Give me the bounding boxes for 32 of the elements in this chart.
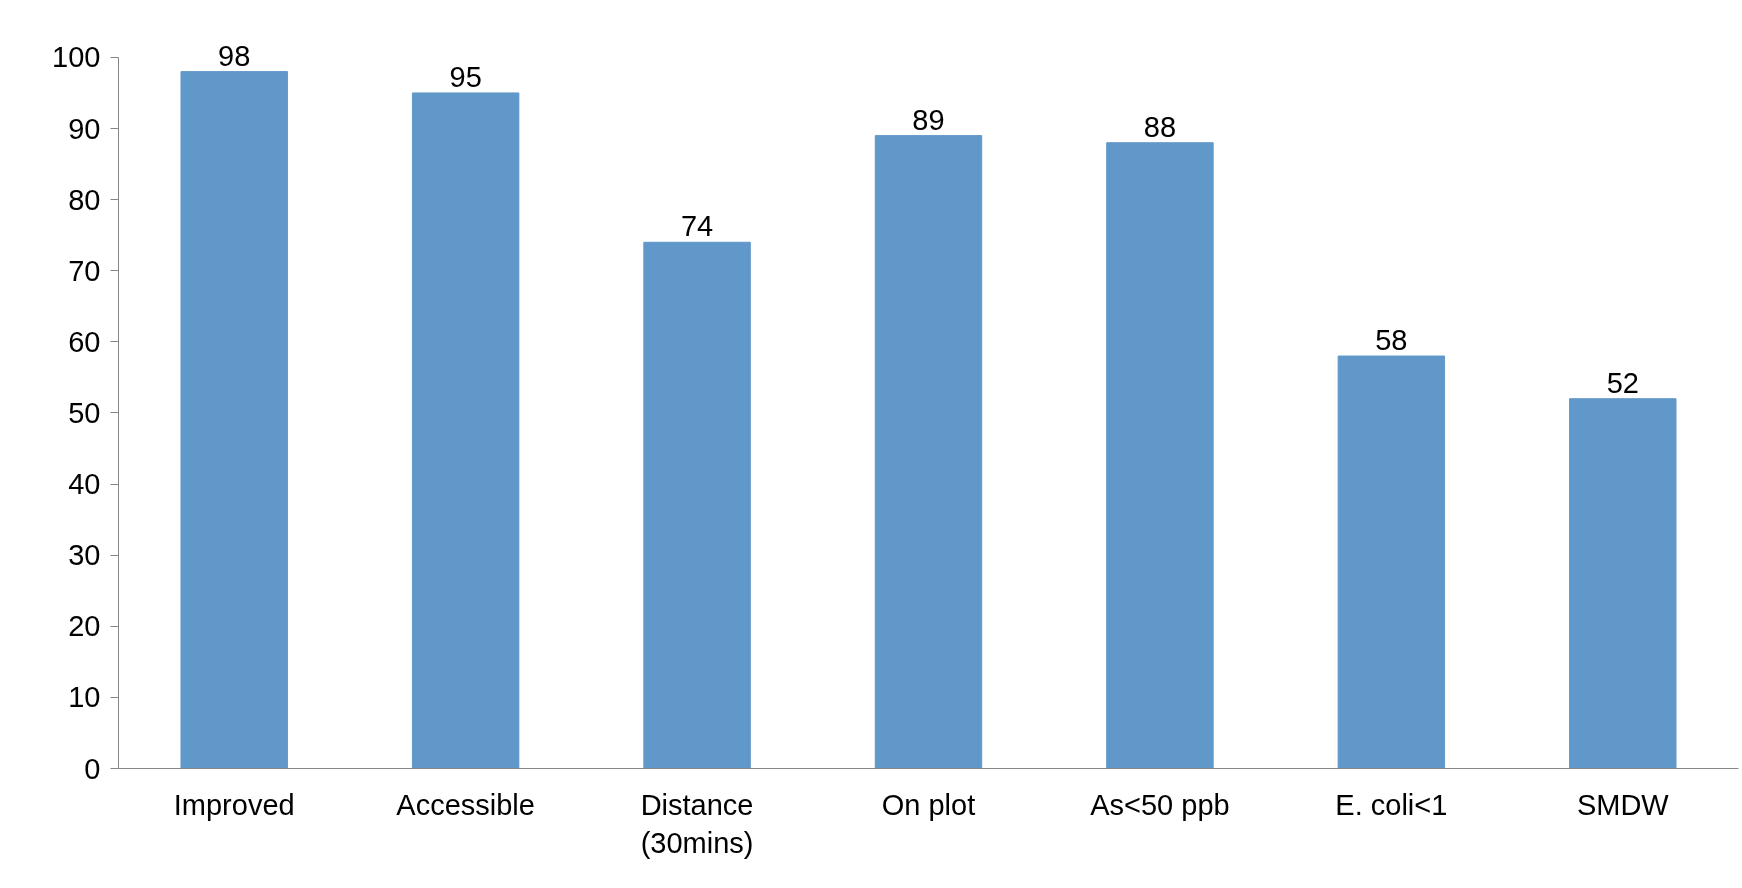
x-tick-label: Accessible — [396, 788, 535, 821]
data-label: 95 — [449, 60, 482, 93]
x-tick-label: E. coli<1 — [1335, 788, 1448, 821]
data-label: 52 — [1606, 366, 1639, 399]
y-tick-label: 30 — [68, 539, 101, 572]
y-tick-label: 100 — [52, 41, 101, 74]
bar — [1569, 398, 1677, 769]
y-tick-label: 90 — [68, 112, 101, 145]
y-tick-label: 10 — [68, 681, 101, 714]
y-tick-label: 20 — [68, 610, 101, 643]
x-tick-label: As<50 ppb — [1090, 788, 1230, 821]
bar — [643, 241, 751, 769]
x-tick-label: On plot — [881, 788, 976, 821]
y-tick-label: 0 — [84, 752, 101, 785]
data-label: 74 — [680, 210, 714, 243]
x-tick-label: Improved — [173, 788, 295, 821]
bar — [874, 135, 983, 769]
data-label: 88 — [1143, 110, 1177, 143]
data-label: 89 — [912, 103, 945, 136]
bar — [1106, 142, 1214, 769]
x-tick-label: Distance (30mins) — [640, 788, 754, 859]
x-tick-label: SMDW — [1576, 788, 1670, 821]
y-tick-label: 40 — [68, 468, 101, 501]
bar — [180, 71, 288, 769]
bar — [1337, 355, 1446, 769]
y-tick-label: 80 — [68, 183, 101, 216]
bar — [411, 92, 520, 769]
y-tick-label: 60 — [68, 325, 101, 358]
y-tick-label: 70 — [68, 254, 101, 287]
data-label: 58 — [1375, 324, 1408, 357]
y-tick-label: 50 — [68, 396, 101, 429]
data-label: 98 — [218, 39, 251, 72]
